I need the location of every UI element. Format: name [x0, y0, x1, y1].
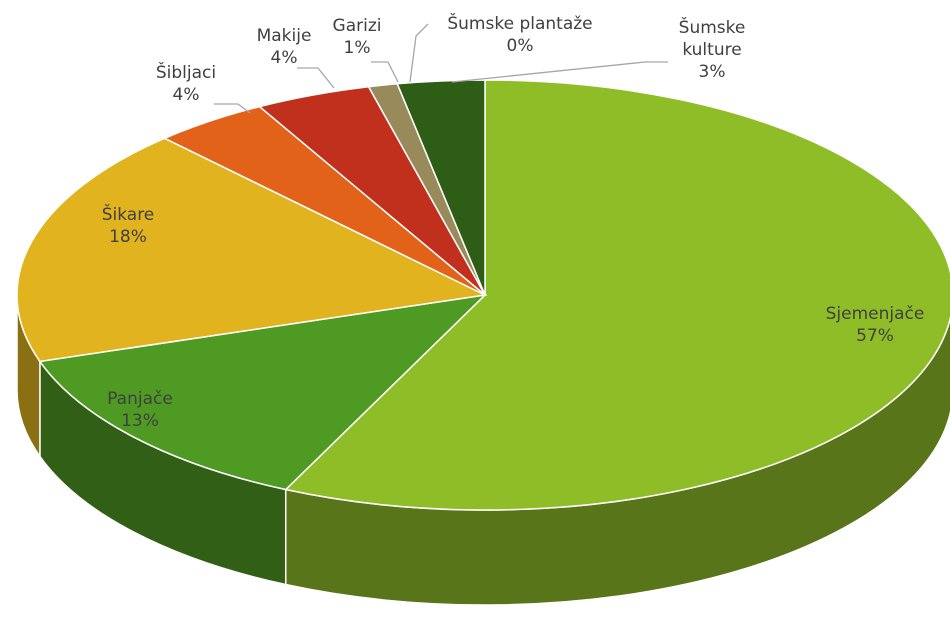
pie-slice [16, 137, 488, 363]
pie-slice [284, 79, 950, 511]
label-value: 4% [172, 85, 200, 105]
leader-lines [214, 23, 668, 114]
leader-line [371, 61, 399, 83]
pie-slice [38, 293, 488, 491]
label-value: 13% [121, 411, 159, 431]
label-name: Šumske plantaže [447, 14, 593, 34]
pie-slice [396, 79, 486, 296]
data-label: Šumske plantaže 0% [420, 13, 620, 57]
data-label: Šikare 18% [78, 204, 178, 248]
data-label: Šumske kulture 3% [667, 17, 757, 83]
data-label: Sjemenjače 57% [775, 303, 950, 347]
data-label: Garizi 1% [317, 15, 397, 59]
label-value: 18% [109, 227, 147, 247]
data-label: Makije 4% [244, 25, 324, 69]
label-name: Makije [256, 26, 312, 46]
label-value: 0% [506, 36, 534, 56]
leader-line [297, 67, 335, 89]
leader-line [451, 61, 668, 83]
data-label: Panjače 13% [80, 388, 200, 432]
label-value: 4% [270, 48, 298, 68]
data-label: Šibljaci 4% [136, 62, 236, 106]
label-name: Sjemenjače [825, 304, 925, 324]
label-value: 1% [343, 38, 371, 58]
label-name: Panjače [107, 389, 173, 409]
leader-line [214, 103, 251, 114]
leader-line [409, 23, 429, 83]
label-name: Šikare [101, 205, 155, 225]
label-name: Šibljaci [155, 63, 217, 83]
label-value: 3% [698, 62, 726, 82]
label-name: Garizi [332, 16, 382, 36]
label-name: Šumske kulture [678, 18, 746, 60]
label-value: 57% [856, 326, 894, 346]
